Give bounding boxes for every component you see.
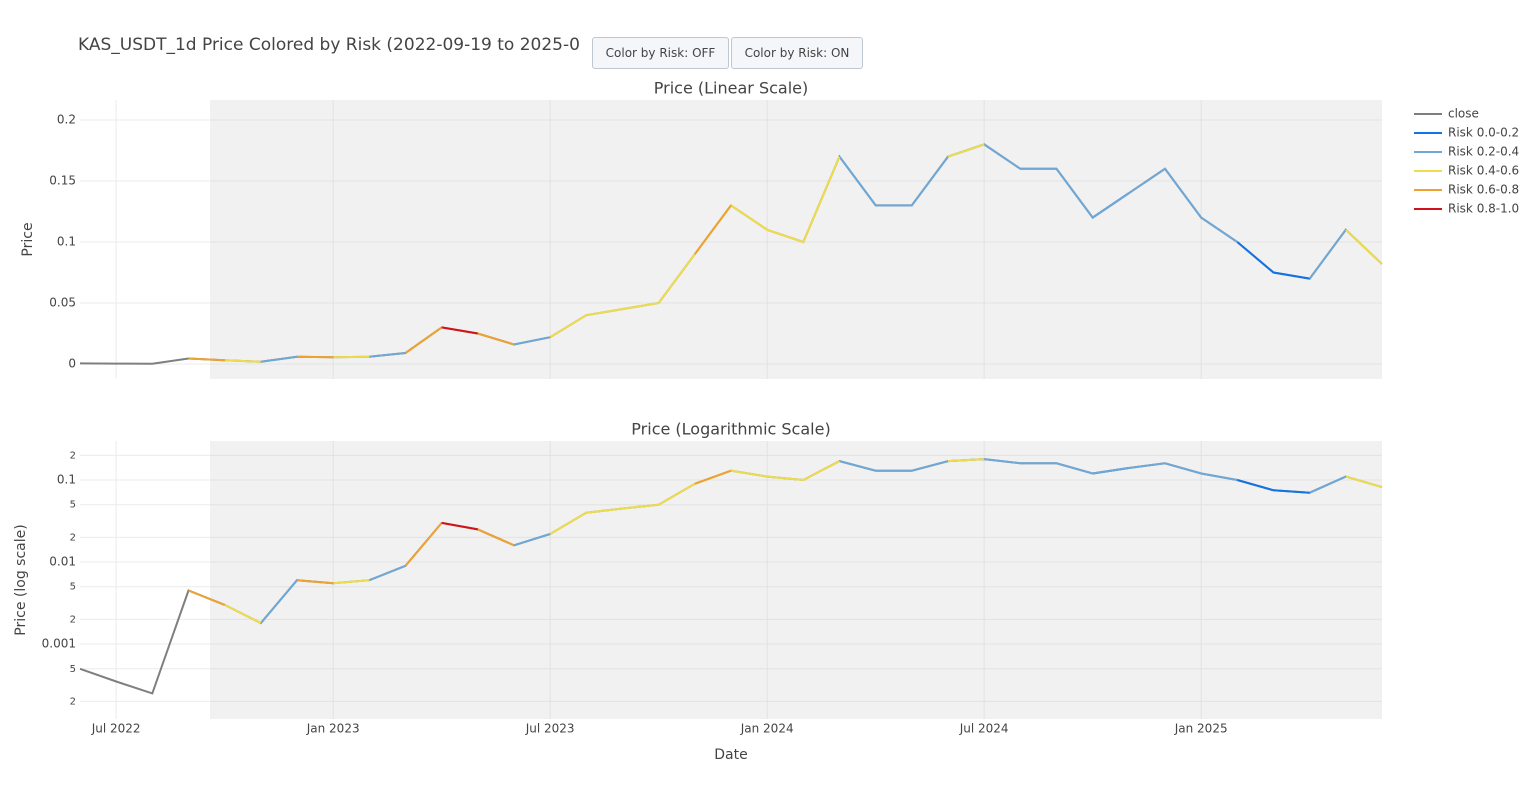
legend-label: close xyxy=(1448,107,1479,121)
price-line xyxy=(188,469,732,606)
legend-item[interactable]: Risk 0.2-0.4 xyxy=(1414,145,1519,159)
subplot-title: Price (Linear Scale) xyxy=(654,79,808,98)
price-line xyxy=(260,143,1347,363)
y-tick-label: 2 xyxy=(70,532,76,543)
y-tick-label: 0.001 xyxy=(42,637,76,651)
chart-title: KAS_USDT_1d Price Colored by Risk (2022-… xyxy=(78,35,580,55)
x-tick-label: Jul 2022 xyxy=(91,722,141,736)
plot-area xyxy=(80,100,1382,379)
legend-label: Risk 0.4-0.6 xyxy=(1448,164,1519,178)
button[interactable]: Color by Risk: OFF xyxy=(592,37,729,69)
subplot-title: Price (Logarithmic Scale) xyxy=(631,420,830,439)
price-line xyxy=(188,204,732,362)
x-tick-label: Jan 2025 xyxy=(1174,722,1228,736)
legend-label: Risk 0.2-0.4 xyxy=(1448,145,1519,159)
legend-item[interactable]: close xyxy=(1414,107,1479,121)
y-tick-label: 0.1 xyxy=(57,235,76,249)
y-tick-label: 2 xyxy=(70,450,76,461)
legend-item[interactable]: Risk 0.6-0.8 xyxy=(1414,183,1519,197)
x-tick-label: Jan 2024 xyxy=(740,722,794,736)
y-tick-label: 0.15 xyxy=(49,174,76,188)
legend-item[interactable]: Risk 0.4-0.6 xyxy=(1414,164,1519,178)
y-tick-label: 5 xyxy=(70,664,76,675)
data-range-shade xyxy=(210,441,1382,719)
y-axis-title: Price xyxy=(20,222,36,256)
price-line xyxy=(441,521,478,531)
x-axis-title: Date xyxy=(714,747,747,763)
y-tick-label: 2 xyxy=(70,614,76,625)
legend-item[interactable]: Risk 0.0-0.2 xyxy=(1414,126,1519,140)
y-tick-label: 5 xyxy=(70,582,76,593)
y-tick-label: 0 xyxy=(68,356,76,370)
x-tick-label: Jan 2023 xyxy=(306,722,360,736)
y-tick-label: 0.01 xyxy=(49,555,76,569)
y-tick-label: 5 xyxy=(70,500,76,511)
legend-item[interactable]: Risk 0.8-1.0 xyxy=(1414,202,1519,216)
x-tick-label: Jul 2023 xyxy=(525,722,575,736)
y-tick-label: 2 xyxy=(70,696,76,707)
button[interactable]: Color by Risk: ON xyxy=(731,37,863,69)
price-line xyxy=(260,458,1347,624)
legend-label: Risk 0.6-0.8 xyxy=(1448,183,1519,197)
y-tick-label: 0.05 xyxy=(49,295,76,309)
y-axis-title: Price (log scale) xyxy=(13,524,29,635)
legend-label: Risk 0.0-0.2 xyxy=(1448,126,1519,140)
y-tick-label: 0.1 xyxy=(57,473,76,487)
price-line xyxy=(441,326,478,335)
legend-label: Risk 0.8-1.0 xyxy=(1448,202,1519,216)
x-tick-label: Jul 2024 xyxy=(959,722,1009,736)
y-tick-label: 0.2 xyxy=(57,113,76,127)
